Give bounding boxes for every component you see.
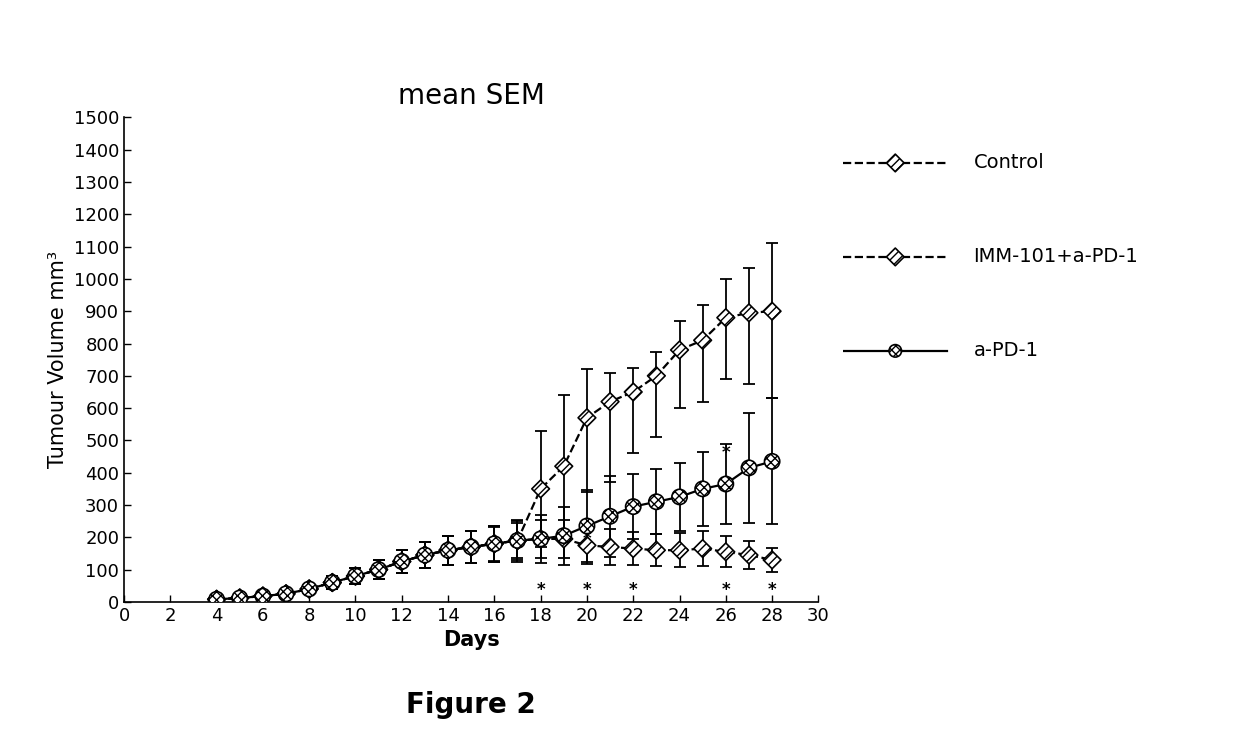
Point [461, 541, 481, 553]
Point [693, 542, 713, 554]
Point [485, 538, 505, 550]
Point [346, 570, 366, 582]
Point [392, 556, 412, 567]
Text: *: * [629, 581, 637, 599]
Point [693, 483, 713, 495]
Point [207, 593, 227, 605]
Point [346, 570, 366, 582]
Point [392, 556, 412, 567]
Point [322, 577, 342, 589]
Point [438, 545, 458, 556]
Point [299, 583, 319, 595]
Y-axis label: Tumour Volume mm³: Tumour Volume mm³ [48, 251, 68, 468]
Text: Figure 2: Figure 2 [407, 691, 536, 719]
Point [670, 545, 689, 556]
Title: mean SEM: mean SEM [398, 81, 544, 109]
Point [554, 533, 574, 545]
Point [577, 412, 596, 424]
Point [763, 305, 782, 317]
Point [415, 549, 435, 561]
Point [624, 501, 644, 512]
Point [368, 564, 388, 575]
Point [531, 483, 551, 495]
Point [646, 370, 666, 382]
Point [368, 564, 388, 575]
Point [715, 312, 735, 324]
Point [299, 583, 319, 595]
X-axis label: Days: Days [443, 631, 500, 650]
Point [322, 577, 342, 589]
Point [438, 545, 458, 556]
Point [277, 588, 296, 600]
Point [253, 590, 273, 602]
Point [763, 554, 782, 566]
Point [207, 593, 227, 605]
Point [229, 592, 249, 604]
Point [392, 556, 412, 567]
Point [646, 545, 666, 556]
Point [207, 593, 227, 605]
Point [485, 538, 505, 550]
Point [670, 491, 689, 503]
Text: *: * [722, 444, 730, 462]
Point [253, 590, 273, 602]
Text: *: * [583, 530, 591, 548]
Point [229, 592, 249, 604]
Point [485, 538, 505, 550]
Point [577, 539, 596, 551]
Point [461, 541, 481, 553]
Point [554, 460, 574, 472]
Text: a-PD-1: a-PD-1 [973, 341, 1038, 360]
Point [554, 530, 574, 542]
Text: *: * [629, 504, 637, 522]
Point [763, 456, 782, 468]
Point [299, 583, 319, 595]
Point [624, 386, 644, 398]
Point [253, 590, 273, 602]
Point [415, 549, 435, 561]
Text: *: * [722, 581, 730, 599]
Point [577, 520, 596, 532]
Text: *: * [768, 581, 776, 599]
Point [715, 546, 735, 558]
Point [507, 534, 527, 546]
Point [624, 542, 644, 554]
Point [368, 564, 388, 575]
Point [507, 534, 527, 546]
Point [646, 496, 666, 508]
Point [715, 478, 735, 490]
Point [507, 534, 527, 546]
Point [229, 592, 249, 604]
Point [739, 462, 759, 473]
Point [600, 396, 620, 407]
Point [277, 588, 296, 600]
Point [461, 541, 481, 553]
Text: *: * [537, 581, 544, 599]
Point [531, 533, 551, 545]
Text: Control: Control [973, 153, 1044, 172]
Point [739, 549, 759, 561]
Point [600, 510, 620, 522]
Point [600, 541, 620, 553]
Point [438, 545, 458, 556]
Point [322, 577, 342, 589]
Point [670, 344, 689, 356]
Point [415, 549, 435, 561]
Point [346, 570, 366, 582]
Point [739, 307, 759, 319]
Text: *: * [583, 581, 591, 599]
Point [693, 335, 713, 346]
Text: IMM-101+a-PD-1: IMM-101+a-PD-1 [973, 247, 1138, 266]
Point [277, 588, 296, 600]
Point [531, 533, 551, 545]
